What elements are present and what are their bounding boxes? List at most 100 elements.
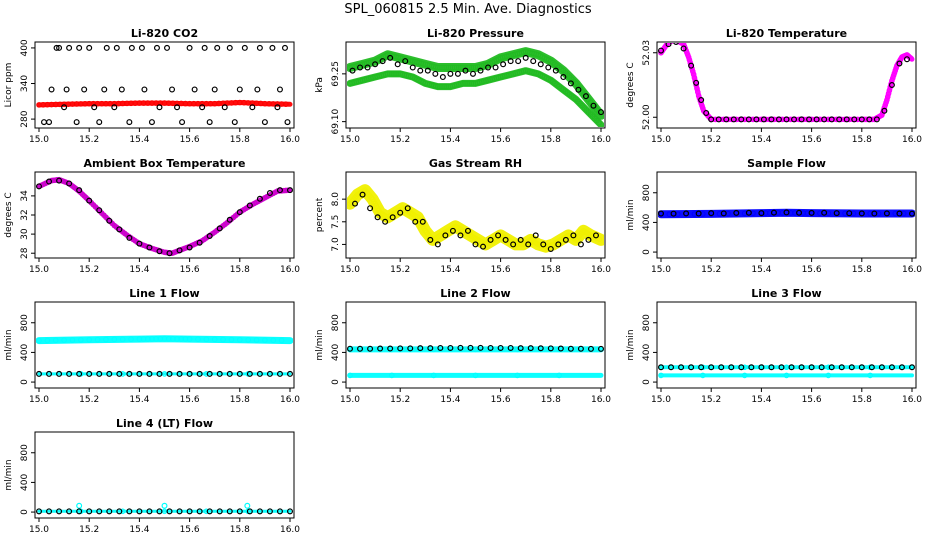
data-point	[141, 86, 148, 93]
data-point	[86, 44, 93, 51]
data-point	[748, 364, 755, 371]
data-point	[53, 44, 60, 51]
x-tick-label: 15.4	[129, 135, 149, 145]
data-point	[56, 177, 63, 184]
x-tick-label: 15.0	[340, 395, 360, 405]
x-tick-label: 15.0	[340, 135, 360, 145]
x-tick-label: 16.0	[280, 265, 300, 275]
data-point	[382, 218, 389, 225]
data-point	[419, 218, 426, 225]
x-tick-label: 15.2	[79, 525, 99, 535]
data-point	[770, 209, 777, 216]
y-tick-label: 400	[20, 474, 30, 491]
data-point	[126, 370, 133, 377]
data-point	[424, 67, 431, 74]
data-point	[858, 210, 865, 217]
raw-point	[881, 104, 888, 111]
y-tick-label: 28	[20, 247, 30, 259]
data-point	[196, 239, 203, 246]
data-point	[266, 370, 273, 377]
x-tick-label: 15.4	[129, 265, 149, 275]
data-point	[908, 364, 915, 371]
series-band	[36, 100, 293, 108]
data-point	[148, 119, 155, 126]
data-point	[821, 209, 828, 216]
data-point	[718, 364, 725, 371]
data-point	[720, 210, 727, 217]
data-point	[156, 104, 163, 111]
y-tick-label: 340	[20, 75, 30, 92]
chart-title: Li-820 Temperature	[726, 27, 847, 40]
data-point	[249, 104, 256, 111]
data-point	[828, 364, 835, 371]
data-point	[96, 508, 103, 515]
data-layer	[347, 344, 604, 379]
data-point	[241, 44, 248, 51]
data-point	[128, 44, 135, 51]
data-point	[683, 210, 690, 217]
data-point	[658, 210, 664, 217]
raw-point	[579, 229, 585, 236]
data-point	[858, 116, 865, 123]
data-point	[116, 508, 123, 515]
raw-point	[685, 54, 692, 60]
data-point	[432, 70, 439, 77]
data-point	[527, 345, 534, 352]
data-point	[116, 370, 123, 377]
data-point	[236, 86, 243, 93]
data-point	[106, 370, 113, 377]
series-spikes	[76, 502, 251, 509]
data-point	[883, 210, 890, 217]
data-point	[665, 43, 672, 48]
data-point	[836, 116, 843, 123]
data-point	[236, 370, 243, 377]
data-point	[688, 364, 695, 371]
data-point	[374, 214, 381, 221]
data-point	[73, 119, 80, 126]
data-point	[174, 104, 181, 111]
raw-point	[674, 38, 679, 43]
y-tick-label: 7.0	[331, 237, 341, 252]
data-point	[437, 344, 444, 351]
data-point	[66, 180, 73, 187]
raw-point	[700, 372, 706, 379]
data-point	[560, 74, 567, 81]
raw-point	[83, 194, 89, 201]
x-tick-label: 15.2	[701, 395, 721, 405]
data-point	[525, 241, 532, 248]
data-point	[480, 243, 487, 250]
data-point	[497, 344, 504, 351]
y-tick-label: 30	[20, 228, 30, 240]
data-point	[274, 104, 281, 111]
x-tick-label: 16.0	[591, 395, 611, 405]
data-point	[507, 58, 514, 65]
data-point	[231, 119, 238, 126]
data-point	[791, 116, 798, 123]
raw-point	[270, 337, 277, 344]
data-point	[191, 86, 198, 93]
data-point	[738, 116, 745, 123]
raw-point	[514, 346, 521, 353]
data-point	[377, 345, 384, 352]
chart-line1: Line 1 Flow ml/min 15.0 15.2 15.4 15.6 15.8 16.…	[4, 287, 300, 405]
data-point	[708, 364, 715, 371]
x-tick-label: 16.0	[591, 265, 611, 275]
data-point	[597, 109, 604, 116]
y-tick-label: 400	[331, 344, 341, 361]
x-tick-label: 15.8	[541, 395, 561, 405]
data-point	[412, 218, 419, 225]
raw-point	[884, 94, 891, 100]
raw-point	[825, 372, 832, 379]
data-point	[698, 364, 705, 371]
data-point	[708, 210, 715, 217]
y-tick-label: 0	[20, 509, 30, 515]
y-tick-label: 800	[642, 184, 652, 201]
data-point	[256, 44, 263, 51]
x-tick-label: 15.4	[440, 395, 460, 405]
data-point	[896, 60, 903, 67]
data-point	[698, 97, 705, 104]
data-point	[402, 58, 409, 65]
chart-title: Line 1 Flow	[129, 287, 199, 300]
raw-point	[556, 372, 562, 379]
x-tick-label: 15.0	[29, 135, 49, 145]
